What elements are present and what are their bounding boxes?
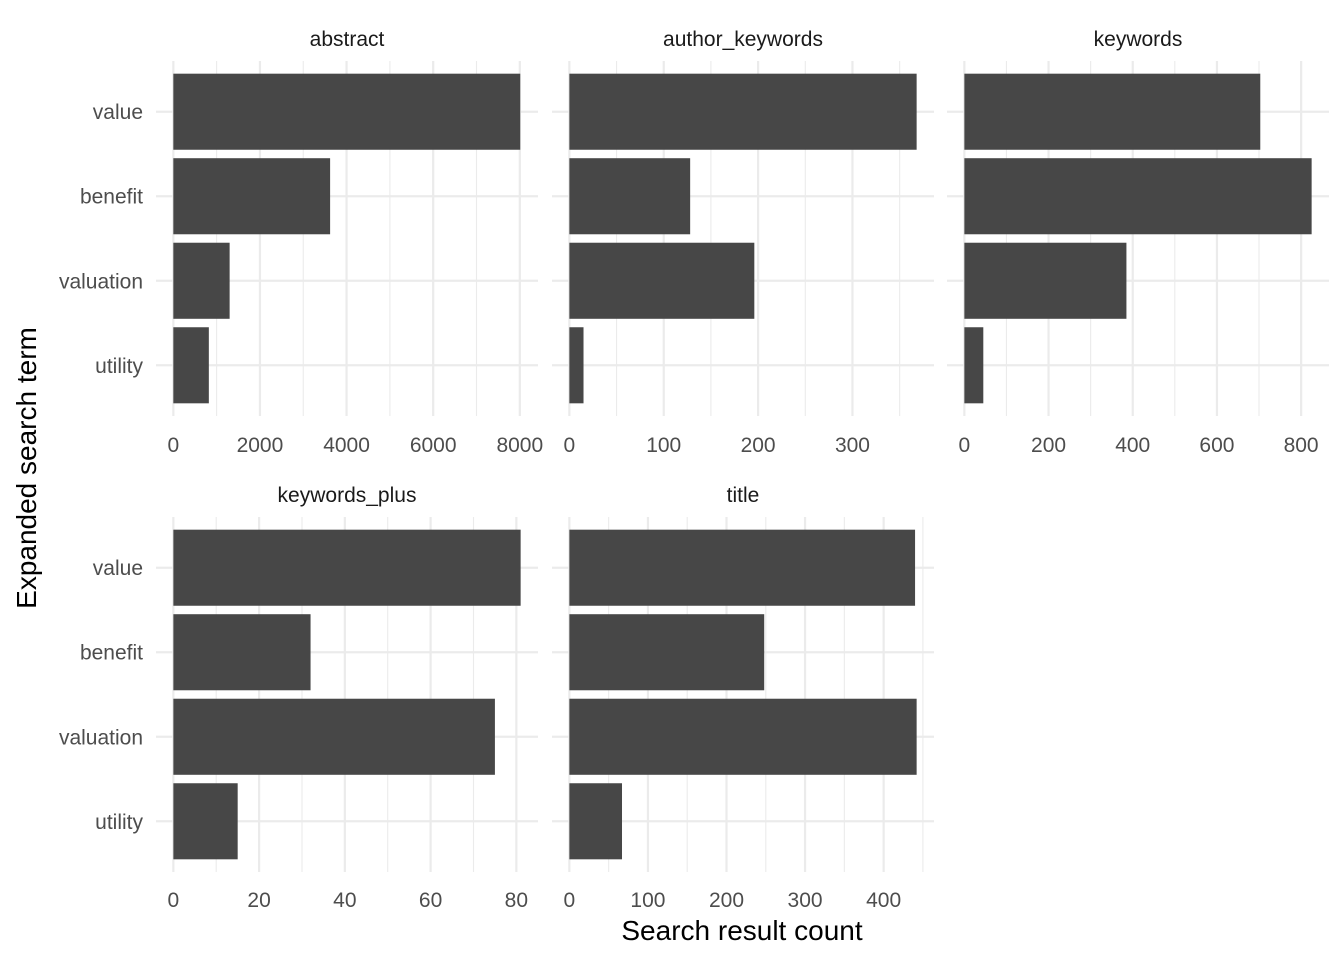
y-tick-label: valuation — [59, 270, 143, 293]
y-tick-label: valuation — [59, 726, 143, 749]
x-tick-label: 20 — [247, 889, 270, 912]
panel-abstract: abstract 0 2000 4000 6000 8000 value benefit val… — [59, 28, 543, 457]
bar-title-utility — [569, 783, 623, 860]
panel-title: title 0 100 200 300 400 — [552, 484, 934, 912]
bar-author_keywords-benefit — [569, 158, 691, 235]
bar-author_keywords-utility — [569, 327, 584, 404]
bar-keywords_plus-value — [173, 529, 521, 606]
bar-abstract-benefit — [173, 158, 331, 235]
x-tick-label: 8000 — [496, 434, 543, 457]
x-tick-label: 200 — [1031, 434, 1066, 457]
bar-title-value — [569, 529, 916, 606]
x-tick-label: 4000 — [323, 434, 370, 457]
x-tick-label: 6000 — [410, 434, 457, 457]
y-tick-label: benefit — [80, 186, 143, 209]
x-tick-label: 0 — [167, 434, 179, 457]
bar-keywords-valuation — [964, 242, 1127, 319]
x-tick-label: 40 — [333, 889, 356, 912]
facet-title: keywords — [1094, 28, 1183, 51]
facet-title: author_keywords — [663, 28, 823, 51]
y-tick-label: utility — [95, 355, 143, 378]
x-tick-label: 0 — [564, 889, 576, 912]
y-tick-label: value — [93, 557, 143, 580]
x-tick-label: 400 — [866, 889, 901, 912]
panel-author_keywords: author_keywords 0 100 200 300 — [552, 28, 934, 457]
x-axis-title: Search result count — [621, 915, 862, 946]
bar-abstract-utility — [173, 327, 209, 404]
x-tick-label: 60 — [419, 889, 442, 912]
x-tick-label: 600 — [1199, 434, 1234, 457]
x-tick-label: 300 — [788, 889, 823, 912]
y-tick-label: benefit — [80, 642, 143, 665]
bar-keywords-benefit — [964, 158, 1312, 235]
bar-author_keywords-valuation — [569, 242, 755, 319]
facet-title: abstract — [310, 28, 385, 51]
x-tick-label: 0 — [959, 434, 971, 457]
bar-abstract-value — [173, 73, 521, 150]
bar-keywords-utility — [964, 327, 984, 404]
bar-keywords_plus-utility — [173, 783, 238, 860]
facet-title: keywords_plus — [278, 484, 417, 507]
x-tick-label: 200 — [741, 434, 776, 457]
y-tick-label: value — [93, 101, 143, 124]
bar-keywords_plus-valuation — [173, 698, 495, 775]
x-tick-label: 100 — [646, 434, 681, 457]
bar-title-benefit — [569, 614, 765, 691]
x-tick-label: 0 — [168, 889, 180, 912]
y-tick-label: utility — [95, 811, 143, 834]
panel-keywords_plus: keywords_plus 0 20 40 60 80 value benefit valuat… — [59, 484, 538, 912]
facet-title: title — [727, 484, 760, 507]
x-tick-label: 800 — [1284, 434, 1319, 457]
bar-abstract-valuation — [173, 242, 230, 319]
bar-title-valuation — [569, 698, 917, 775]
x-tick-label: 100 — [630, 889, 665, 912]
x-tick-label: 0 — [564, 434, 576, 457]
x-tick-label: 300 — [835, 434, 870, 457]
y-axis-title: Expanded search term — [11, 327, 42, 609]
bar-keywords-value — [964, 73, 1261, 150]
x-tick-label: 200 — [709, 889, 744, 912]
x-tick-label: 400 — [1115, 434, 1150, 457]
panel-keywords: keywords 0 200 400 600 800 — [947, 28, 1329, 457]
bar-author_keywords-value — [569, 73, 917, 150]
x-tick-label: 80 — [505, 889, 528, 912]
x-tick-label: 2000 — [237, 434, 284, 457]
bar-keywords_plus-benefit — [173, 614, 311, 691]
